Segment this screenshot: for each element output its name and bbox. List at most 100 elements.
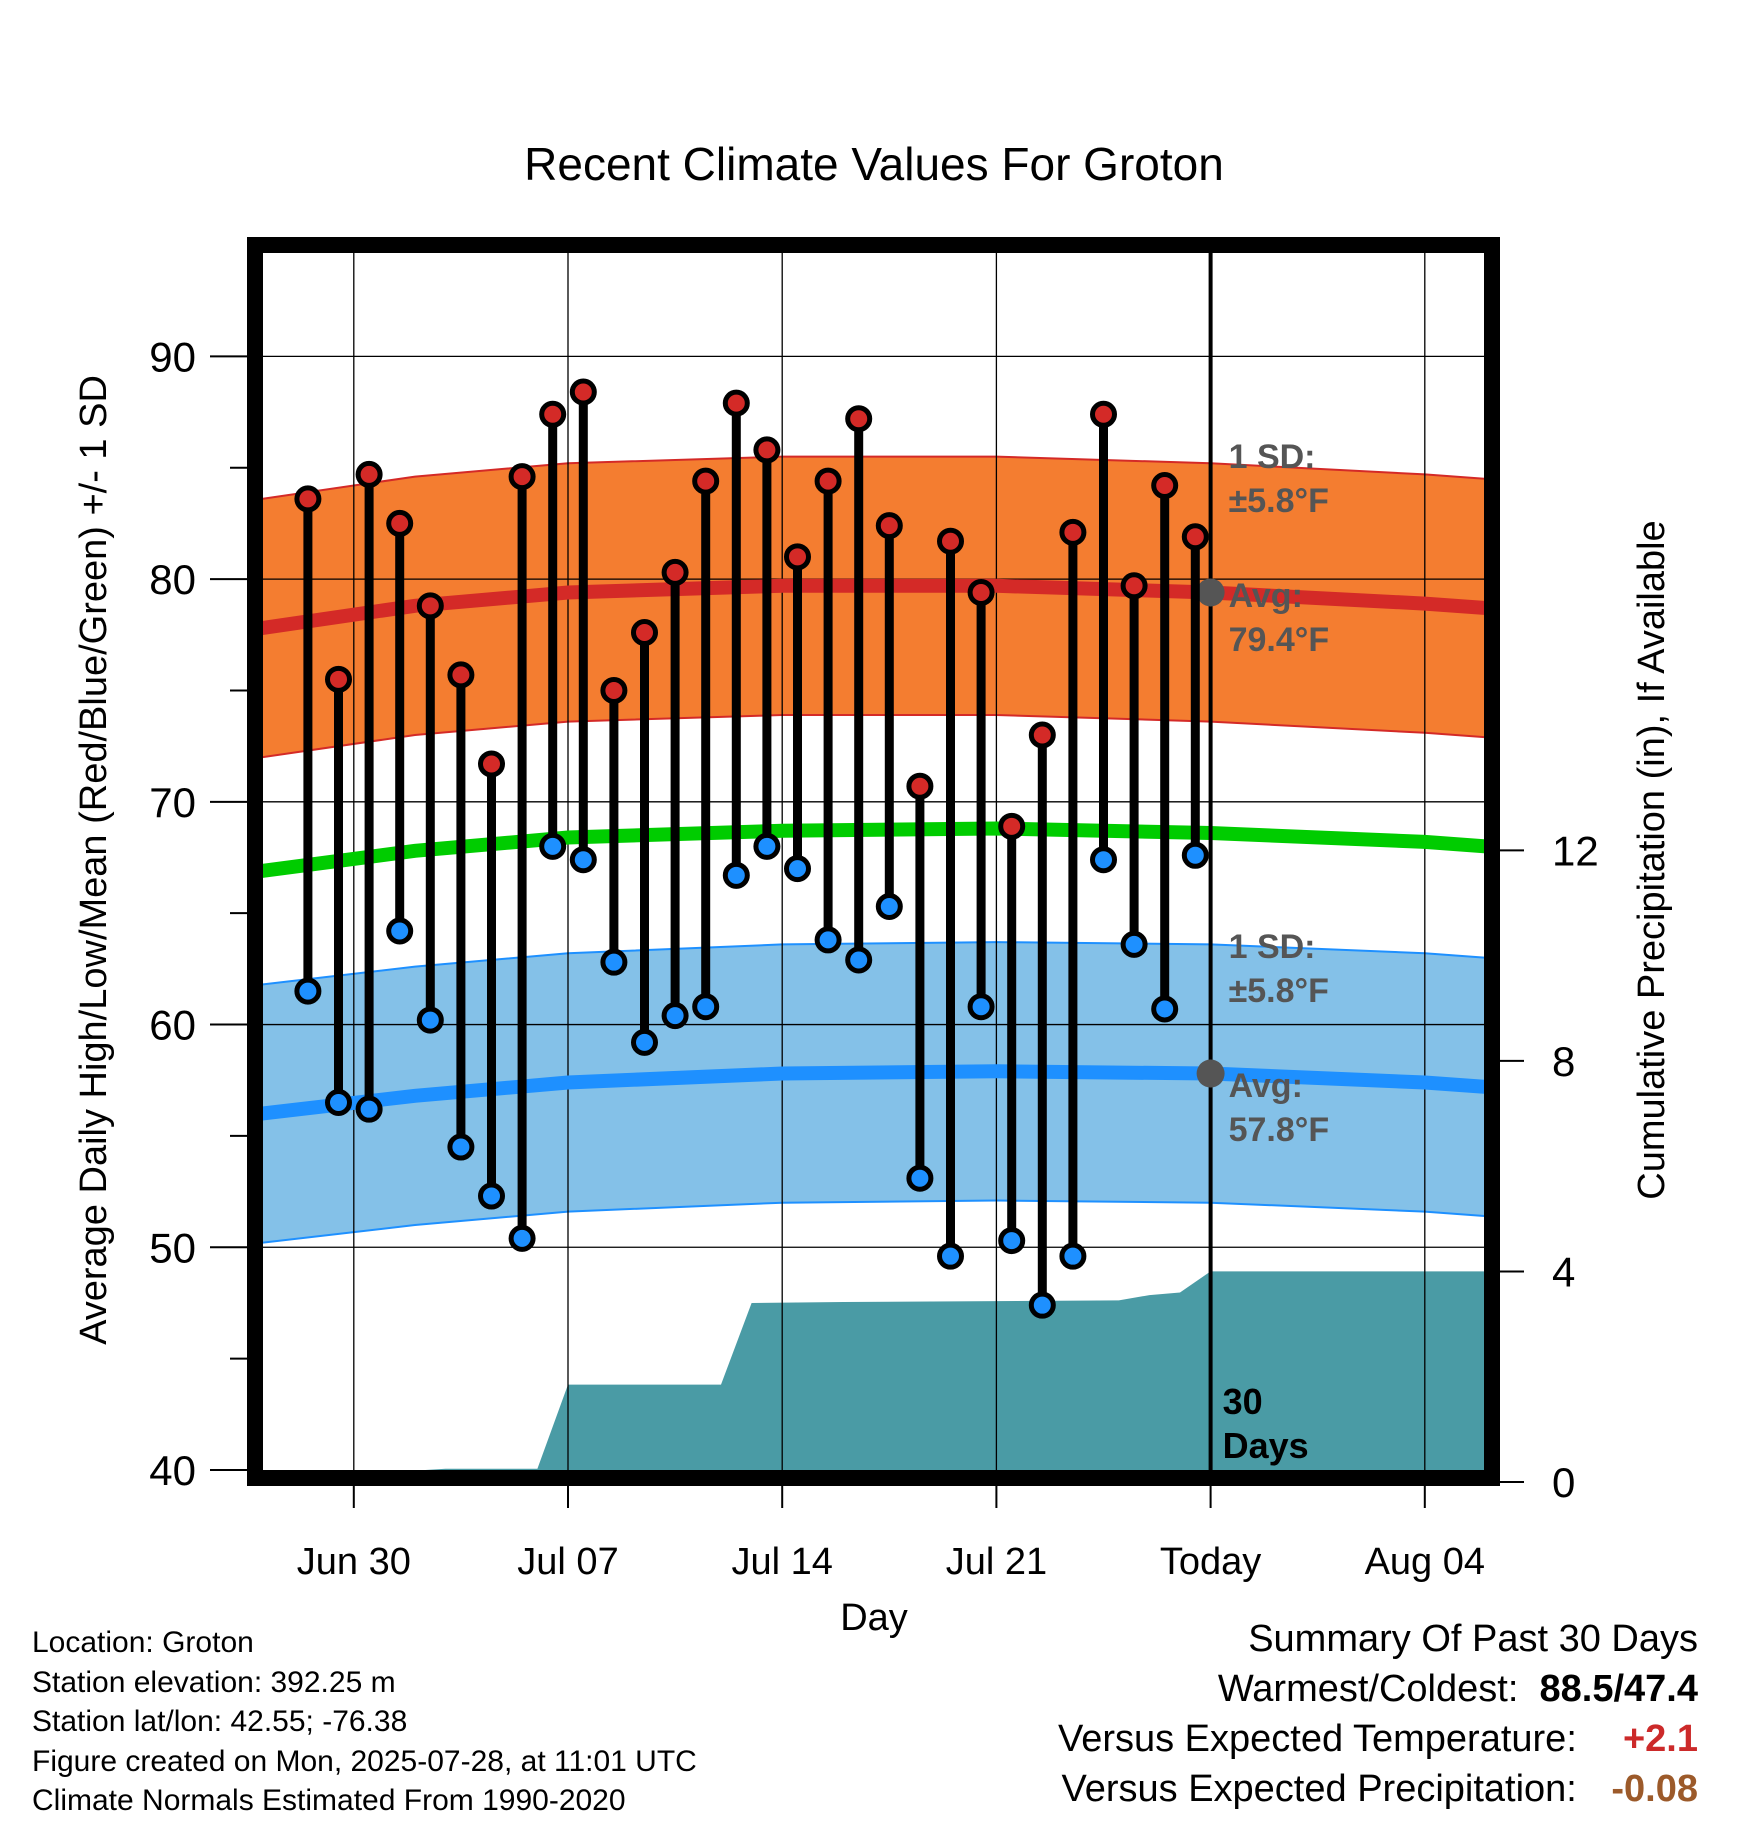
daily-high-point bbox=[294, 485, 322, 513]
summary-temp-value: +2.1 bbox=[1622, 1718, 1698, 1760]
info-normals: Climate Normals Estimated From 1990-2020 bbox=[32, 1784, 626, 1817]
precip-area bbox=[392, 1271, 1486, 1472]
daily-high-point bbox=[631, 619, 658, 647]
daily-high-point bbox=[784, 543, 811, 571]
daily-high-point bbox=[875, 512, 903, 540]
daily-high-point bbox=[1151, 472, 1179, 500]
daily-high-point bbox=[508, 463, 536, 491]
daily-high-point bbox=[325, 665, 352, 693]
chart-title: Recent Climate Values For Groton bbox=[524, 138, 1224, 190]
daily-high-point bbox=[845, 405, 873, 433]
daily-low-point bbox=[784, 855, 811, 883]
summary-temp-label: Versus Expected Temperature: bbox=[1057, 1718, 1577, 1760]
daily-high-point bbox=[539, 400, 567, 428]
y-tick-label: 80 bbox=[149, 556, 196, 603]
daily-low-point bbox=[447, 1133, 475, 1161]
x-tick-label: Jul 07 bbox=[517, 1541, 618, 1583]
y2-tick-label: 8 bbox=[1552, 1038, 1575, 1085]
daily-high-point bbox=[416, 592, 444, 620]
summary-panel: Summary Of Past 30 Days Warmest/Coldest:… bbox=[1058, 1614, 1698, 1814]
daily-low-point bbox=[998, 1227, 1026, 1255]
y-tick-label: 60 bbox=[149, 1002, 196, 1049]
y-tick-label: 50 bbox=[149, 1224, 196, 1271]
summary-precip-row: Versus Expected Precipitation: -0.08 bbox=[1058, 1764, 1698, 1814]
x-tick-label: Aug 04 bbox=[1365, 1541, 1485, 1583]
daily-high-point bbox=[447, 661, 475, 689]
y-tick-label: 90 bbox=[149, 333, 196, 380]
daily-low-point bbox=[722, 861, 750, 889]
x-tick-label: Jul 14 bbox=[731, 1541, 832, 1583]
daily-low-point bbox=[845, 946, 873, 974]
daily-high-point bbox=[722, 389, 750, 417]
y-tick-label: 70 bbox=[149, 779, 196, 826]
daily-high-point bbox=[937, 527, 964, 555]
daily-high-point bbox=[692, 467, 720, 495]
daily-high-point bbox=[1028, 721, 1056, 749]
daily-high-point bbox=[906, 772, 934, 800]
daily-low-point bbox=[875, 893, 903, 920]
daily-high-point bbox=[478, 750, 505, 778]
info-created: Figure created on Mon, 2025-07-28, at 11… bbox=[32, 1744, 697, 1778]
daily-low-point bbox=[355, 1095, 383, 1123]
low-avg-value: 57.8°F bbox=[1229, 1111, 1330, 1149]
daily-low-point bbox=[294, 977, 322, 1005]
daily-low-point bbox=[631, 1028, 658, 1056]
daily-low-point bbox=[1090, 846, 1117, 874]
high-avg-value: 79.4°F bbox=[1229, 621, 1330, 659]
normal-low-line bbox=[262, 1064, 1486, 1121]
daily-low-point bbox=[692, 993, 720, 1021]
daily-low-point bbox=[1059, 1242, 1087, 1270]
y-tick-label: 40 bbox=[149, 1447, 196, 1494]
daily-low-point bbox=[569, 846, 597, 874]
daily-high-point bbox=[386, 509, 414, 537]
daily-low-point bbox=[508, 1224, 536, 1252]
daily-low-point bbox=[1151, 995, 1179, 1023]
info-elevation: Station elevation: 392.25 m bbox=[32, 1665, 396, 1699]
daily-low-point bbox=[906, 1164, 934, 1192]
summary-precip-value: -0.08 bbox=[1611, 1768, 1698, 1810]
x-tick-label: Today bbox=[1160, 1541, 1261, 1583]
summary-warmest-value: 88.5/47.4 bbox=[1539, 1668, 1698, 1710]
summary-title: Summary Of Past 30 Days bbox=[1248, 1618, 1698, 1660]
today-low-normal-marker bbox=[1196, 1059, 1225, 1088]
low-avg-label: Avg: bbox=[1229, 1067, 1303, 1105]
daily-high-point bbox=[600, 676, 628, 704]
precip-layer bbox=[392, 1271, 1486, 1472]
daily-high-point bbox=[814, 467, 842, 495]
x-tick-label: Jun 30 bbox=[297, 1541, 411, 1583]
daily-low-point bbox=[1120, 930, 1148, 958]
daily-high-point bbox=[1059, 518, 1087, 546]
today-high-normal-marker bbox=[1196, 578, 1225, 607]
daily-stems-layer bbox=[294, 378, 1209, 1319]
y2-tick-label: 12 bbox=[1552, 827, 1599, 874]
info-location: Location: Groton bbox=[32, 1626, 254, 1659]
daily-high-point bbox=[967, 578, 995, 606]
daily-low-point bbox=[753, 832, 781, 860]
y2-axis-label: Cumulative Precipitation (in), If Availa… bbox=[1631, 520, 1673, 1199]
y2-tick-label: 4 bbox=[1552, 1248, 1575, 1295]
summary-temp-row: Versus Expected Temperature: +2.1 bbox=[1058, 1714, 1698, 1764]
daily-low-point bbox=[478, 1182, 505, 1210]
daily-low-point bbox=[1181, 841, 1209, 869]
daily-high-point bbox=[1120, 572, 1148, 600]
daily-low-point bbox=[416, 1006, 444, 1034]
y-axis-label: Average Daily High/Low/Mean (Red/Blue/Gr… bbox=[73, 375, 115, 1345]
low-sd-value: ±5.8°F bbox=[1229, 972, 1329, 1010]
axes-layer: 40 50 60 70 80 90 0 4 8 12 Jun 30 Jul 07 Jul 14 Jul 2… bbox=[149, 333, 1598, 1583]
y2-tick-label: 0 bbox=[1552, 1459, 1575, 1506]
x-tick-label: Jul 21 bbox=[946, 1541, 1047, 1583]
daily-low-point bbox=[661, 1002, 689, 1030]
today-layer bbox=[1196, 245, 1225, 1470]
daily-high-point bbox=[355, 460, 383, 488]
daily-low-point bbox=[325, 1089, 352, 1116]
station-info: Location: Groton Station elevation: 392.… bbox=[32, 1623, 697, 1821]
daily-high-point bbox=[661, 558, 689, 586]
summary-precip-label: Versus Expected Precipitation: bbox=[1061, 1768, 1577, 1810]
summary-warmest-label: Warmest/Coldest: bbox=[1217, 1668, 1519, 1710]
annotation-layer: 1 SD: ±5.8°F Avg: 79.4°F 1 SD: ±5.8°F Avg: 57.8… bbox=[1223, 438, 1330, 1466]
days-label-line2: Days bbox=[1223, 1425, 1309, 1466]
low-sd-label: 1 SD: bbox=[1229, 928, 1316, 966]
daily-low-point bbox=[967, 993, 995, 1021]
daily-low-point bbox=[814, 926, 842, 954]
